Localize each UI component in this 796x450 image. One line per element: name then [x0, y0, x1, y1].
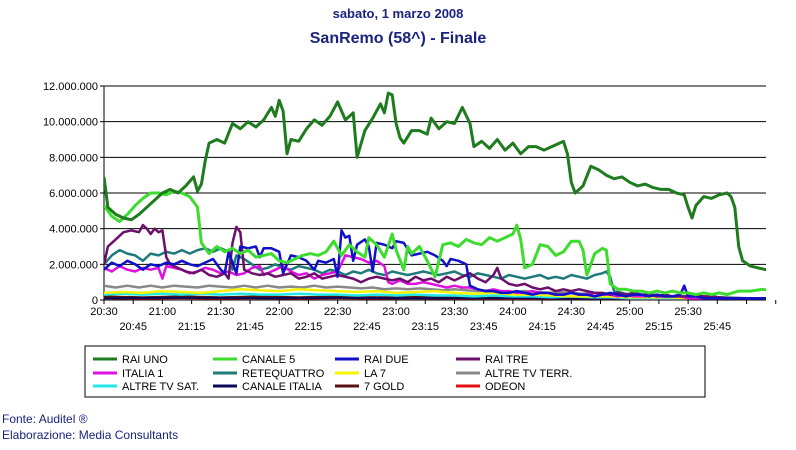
x-tick-label: 25:45 [704, 321, 732, 333]
legend-layer: RAI UNO CANALE 5 RAI DUE RAI TRE ITALIA 1 RET… [84, 345, 706, 398]
x-tick-label: 23:30 [441, 306, 469, 318]
legend-label-retequattro: RETEQUATTRO [242, 368, 325, 380]
axis-layer: 0 2.000.000 4.000.000 6.000.000 8.000.000 10.… [43, 81, 777, 333]
legend-label-rai-due: RAI DUE [364, 354, 409, 366]
elaboration-note: Elaborazione: Media Consultants [2, 428, 179, 442]
legend-label-canale-5: CANALE 5 [242, 354, 295, 366]
x-tick-label: 24:30 [558, 306, 586, 318]
x-tick-label: 25:15 [645, 321, 673, 333]
y-tick-label: 12.000.000 [43, 81, 98, 93]
legend-label-odeon: ODEON [485, 381, 525, 393]
chart-title: SanRemo (58^) - Finale [309, 30, 487, 47]
series-layer [104, 91, 766, 300]
series-line-rai-tre [104, 223, 766, 300]
x-tick-label: 22:45 [353, 321, 381, 333]
series-line-canale-5 [104, 189, 766, 297]
y-tick-label: 0 [92, 295, 98, 307]
x-tick-label: 25:00 [616, 306, 644, 318]
legend-label-canale-italia: CANALE ITALIA [242, 381, 323, 393]
x-tick-label: 21:30 [207, 306, 235, 318]
y-tick-label: 4.000.000 [49, 224, 98, 236]
x-tick-label: 22:15 [295, 321, 323, 333]
x-tick-label: 24:15 [528, 321, 556, 333]
legend-label-rai-uno: RAI UNO [122, 354, 168, 366]
x-tick-label: 20:30 [90, 306, 118, 318]
legend-label-altre-tv-sat: ALTRE TV SAT. [122, 381, 199, 393]
legend-box [84, 345, 706, 398]
grid-layer [104, 85, 766, 265]
y-tick-label: 2.000.000 [49, 259, 98, 271]
x-tick-label: 21:15 [178, 321, 206, 333]
series-line-rai-uno [104, 91, 766, 272]
date-heading: sabato, 1 marzo 2008 [332, 6, 464, 21]
legend-label-altre-tv-terr: ALTRE TV TERR. [485, 368, 572, 380]
x-tick-label: 23:00 [382, 306, 410, 318]
y-tick-label: 10.000.000 [43, 117, 98, 129]
x-tick-label: 25:30 [674, 306, 702, 318]
x-tick-label: 24:45 [587, 321, 615, 333]
x-tick-label: 21:45 [236, 321, 264, 333]
x-tick-label: 24:00 [499, 306, 527, 318]
legend-label-la-7: LA 7 [364, 368, 386, 380]
y-tick-label: 6.000.000 [49, 188, 98, 200]
x-tick-label: 20:45 [119, 321, 147, 333]
x-tick-label: 23:15 [411, 321, 439, 333]
source-note: Fonte: Auditel ® [2, 412, 88, 426]
legend-label-italia-1: ITALIA 1 [122, 368, 163, 380]
legend-label-7-gold: 7 GOLD [364, 381, 404, 393]
x-tick-label: 22:00 [265, 306, 293, 318]
y-tick-label: 8.000.000 [49, 152, 98, 164]
x-tick-label: 22:30 [324, 306, 352, 318]
x-tick-label: 21:00 [149, 306, 177, 318]
x-tick-label: 23:45 [470, 321, 498, 333]
legend-label-rai-tre: RAI TRE [485, 354, 528, 366]
